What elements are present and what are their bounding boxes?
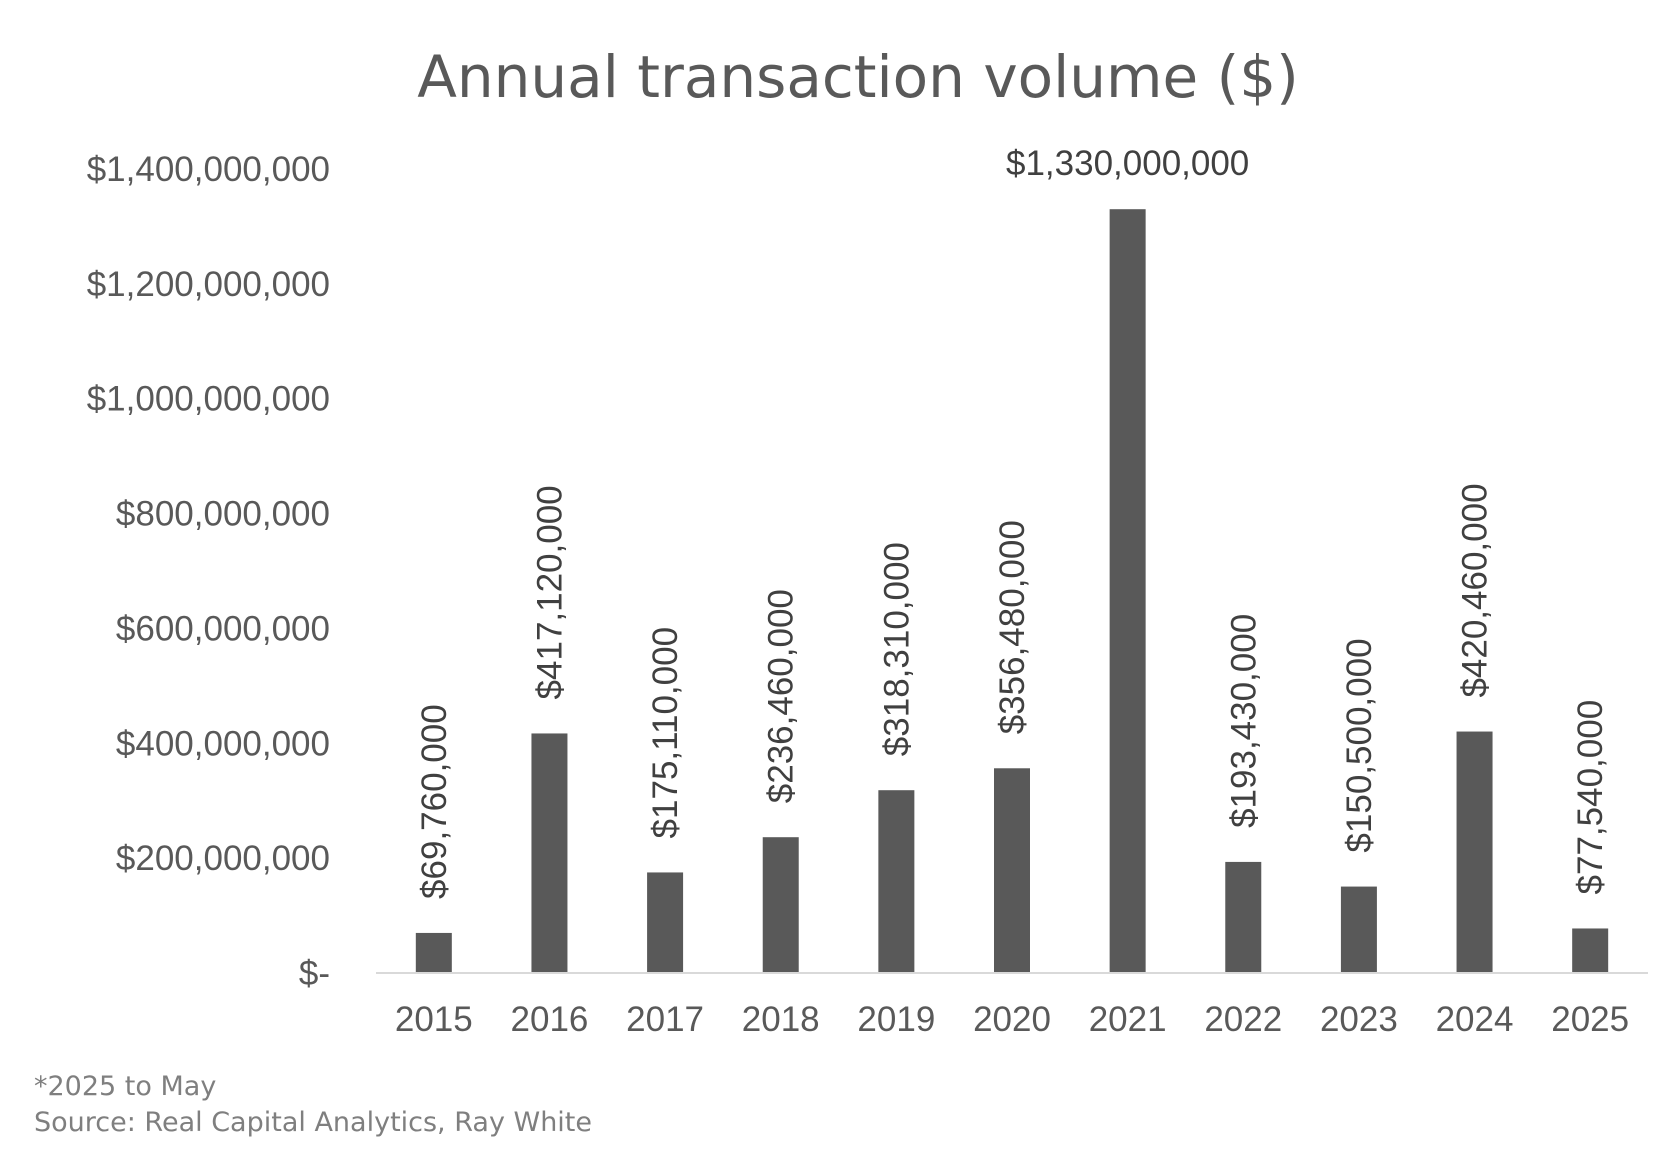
y-tick-label: $800,000,000 bbox=[116, 495, 330, 534]
x-tick-label: 2016 bbox=[511, 1000, 589, 1039]
bar bbox=[415, 932, 452, 973]
x-tick-label: 2015 bbox=[395, 1000, 473, 1039]
footnote: *2025 to May bbox=[34, 1071, 216, 1102]
x-tick-label: 2021 bbox=[1089, 1000, 1167, 1039]
data-label: $417,120,000 bbox=[530, 485, 569, 699]
x-tick-label: 2022 bbox=[1204, 1000, 1282, 1039]
bar bbox=[878, 790, 915, 973]
data-labels: $69,760,000 $417,120,000 $175,110,000 $236,… bbox=[415, 144, 1610, 899]
source-note: Source: Real Capital Analytics, Ray Whit… bbox=[34, 1107, 592, 1138]
data-label: $193,430,000 bbox=[1224, 614, 1263, 828]
data-label: $77,540,000 bbox=[1571, 700, 1610, 895]
bar bbox=[647, 872, 684, 973]
y-tick-label: $- bbox=[299, 954, 330, 993]
x-tick-label: 2020 bbox=[973, 1000, 1051, 1039]
x-tick-label: 2024 bbox=[1436, 1000, 1514, 1039]
y-tick-label: $1,000,000,000 bbox=[87, 380, 330, 419]
chart-title: Annual transaction volume ($) bbox=[417, 43, 1299, 111]
data-label: $69,760,000 bbox=[415, 704, 454, 899]
bar bbox=[1225, 861, 1262, 973]
x-tick-label: 2017 bbox=[626, 1000, 704, 1039]
y-axis: $- $200,000,000 $400,000,000 $600,000,000 $8… bbox=[87, 150, 330, 993]
bar bbox=[1572, 928, 1609, 973]
x-tick-label: 2025 bbox=[1551, 1000, 1629, 1039]
data-label: $236,460,000 bbox=[762, 589, 801, 803]
bar bbox=[1340, 886, 1377, 973]
bar bbox=[531, 733, 568, 973]
y-tick-label: $200,000,000 bbox=[116, 839, 330, 878]
x-tick-label: 2023 bbox=[1320, 1000, 1398, 1039]
data-label: $318,310,000 bbox=[877, 542, 916, 756]
x-tick-label: 2019 bbox=[857, 1000, 935, 1039]
data-label: $420,460,000 bbox=[1456, 483, 1495, 697]
bar bbox=[994, 768, 1030, 973]
x-tick-label: 2018 bbox=[742, 1000, 820, 1039]
bar-series bbox=[415, 209, 1609, 973]
data-label: $175,110,000 bbox=[646, 627, 685, 839]
y-tick-label: $400,000,000 bbox=[116, 724, 330, 763]
bar bbox=[1456, 731, 1493, 973]
x-axis: 2015 2016 2017 2018 2019 2020 2021 2022 2023 2024… bbox=[395, 1000, 1629, 1039]
data-label: $356,480,000 bbox=[993, 520, 1032, 734]
y-tick-label: $1,400,000,000 bbox=[87, 150, 330, 189]
bar bbox=[1109, 209, 1146, 973]
bar bbox=[762, 837, 799, 973]
data-label: $150,500,000 bbox=[1340, 638, 1379, 852]
y-tick-label: $1,200,000,000 bbox=[87, 265, 330, 304]
y-tick-label: $600,000,000 bbox=[116, 609, 330, 648]
data-label: $1,330,000,000 bbox=[1006, 144, 1249, 183]
